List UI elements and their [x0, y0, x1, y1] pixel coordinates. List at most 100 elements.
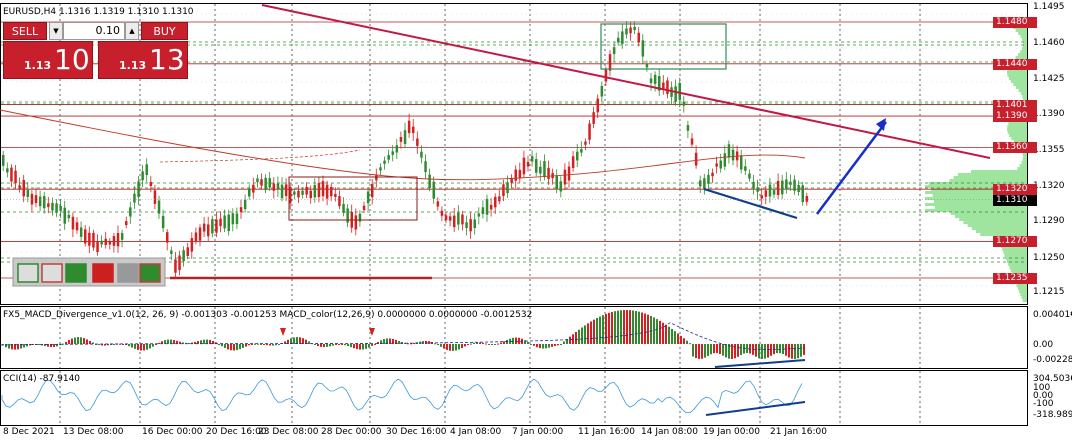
candle-body: [293, 191, 296, 195]
candle-body: [92, 232, 95, 248]
macd-bar: [500, 342, 502, 344]
profile-bar: [949, 179, 1027, 182]
price-tick: 1.1355: [1033, 145, 1065, 155]
macd-bar: [614, 311, 616, 344]
profile-bar: [980, 233, 1027, 236]
macd-bar: [329, 344, 331, 347]
macd-bar: [623, 310, 625, 344]
buy-price-button[interactable]: 1.13 13: [98, 41, 188, 79]
candle-body: [588, 123, 591, 140]
candle-body: [26, 190, 30, 197]
macd-bar: [794, 344, 796, 359]
lot-increase-button[interactable]: ▲: [125, 22, 139, 40]
macd-bar: [719, 344, 721, 355]
macd-bar: [674, 331, 676, 344]
candle-body: [10, 167, 13, 182]
profile-bar: [1017, 287, 1027, 290]
macd-bar: [734, 344, 736, 359]
candle-body: [264, 177, 267, 191]
macd-bar: [68, 340, 70, 344]
drawing-objects: [0, 4, 1027, 287]
candle-body: [43, 196, 46, 209]
macd-bar: [278, 344, 280, 345]
macd-bar: [95, 343, 97, 345]
macd-bar: [548, 344, 550, 348]
candle-body: [555, 175, 558, 190]
macd-bar: [125, 344, 127, 345]
candle-body: [707, 174, 710, 184]
macd-bar: [797, 344, 799, 359]
macd-bar: [335, 344, 337, 346]
profile-bar: [1022, 155, 1027, 158]
profile-bar: [1008, 122, 1027, 125]
macd-bar: [350, 344, 352, 348]
macd-bar: [371, 344, 373, 346]
profile-bar: [976, 230, 1027, 233]
cci-panel-frame: [0, 370, 1028, 426]
macd-bar: [194, 341, 196, 344]
candle-body: [174, 259, 177, 273]
candle-body: [559, 181, 563, 192]
macd-bar: [302, 338, 304, 344]
buy-button[interactable]: BUY: [141, 22, 188, 40]
macd-bar: [617, 310, 619, 344]
candle-body: [391, 151, 394, 155]
sell-button[interactable]: SELL: [3, 22, 47, 40]
macd-bar: [20, 344, 22, 349]
profile-bar: [925, 197, 1027, 200]
candle-body: [797, 185, 800, 192]
profile-bar: [1018, 89, 1027, 92]
profile-bar: [1022, 44, 1027, 47]
candle-body: [580, 149, 583, 153]
macd-bar: [581, 327, 583, 344]
macd-bar: [584, 325, 586, 344]
macd-bar: [683, 338, 685, 344]
top-box: [600, 23, 727, 70]
candle-body: [678, 82, 681, 100]
macd-bar: [44, 344, 46, 347]
macd-bar: [644, 313, 646, 344]
candle-body: [276, 183, 280, 189]
candle-body: [420, 151, 423, 158]
macd-bar: [131, 344, 133, 348]
macd-bar: [383, 339, 385, 344]
profile-bar: [1004, 254, 1027, 257]
macd-signal-arrow-0: [280, 328, 286, 336]
candle-body: [256, 178, 259, 183]
macd-bar: [143, 344, 145, 351]
sell-price-button[interactable]: 1.13 10: [3, 41, 93, 79]
macd-bar: [290, 338, 292, 344]
macd-bar: [356, 344, 358, 350]
candle-body: [518, 169, 522, 179]
macd-bar: [461, 344, 463, 349]
profile-bar: [933, 200, 1027, 203]
candle-body: [334, 193, 337, 197]
price-level-label: 1.1480: [993, 17, 1037, 28]
candle-body: [96, 241, 99, 252]
time-tick: 19 Jan 00:00: [703, 427, 760, 437]
macd-bar: [245, 344, 247, 347]
candle-body: [38, 196, 42, 207]
macd-bar: [788, 344, 790, 358]
macd-bar: [74, 337, 76, 344]
candle-body: [301, 190, 304, 195]
macd-bar: [266, 344, 268, 346]
profile-bar: [934, 206, 1027, 209]
lot-decrease-button[interactable]: ▼: [49, 22, 63, 40]
macd-bar: [284, 341, 286, 344]
price-tick: 1.1320: [1033, 181, 1065, 191]
macd-bar: [776, 344, 778, 354]
template-swatch-0: [17, 263, 39, 283]
candle-body: [280, 184, 284, 199]
candle-body: [157, 200, 161, 214]
candle-body: [383, 160, 386, 164]
macd-bar: [710, 344, 712, 355]
candle-body: [239, 207, 243, 213]
macd-bar: [188, 342, 190, 344]
candle-body: [289, 187, 292, 204]
macd-bar: [791, 344, 793, 359]
macd-bar: [455, 344, 457, 351]
lot-size-input[interactable]: 0.10: [63, 22, 125, 40]
macd-bar: [29, 344, 31, 346]
